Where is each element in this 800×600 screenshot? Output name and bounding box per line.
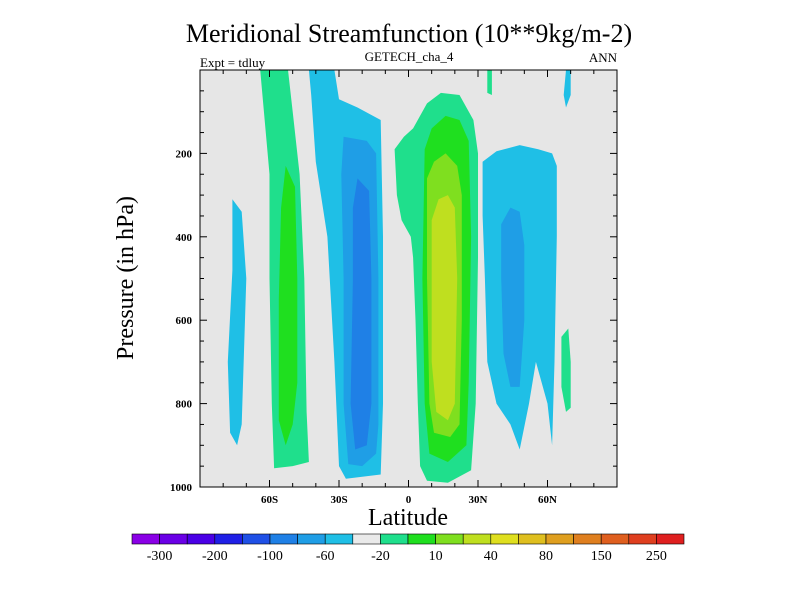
colorbar-swatch — [297, 533, 326, 545]
colorbar-swatch — [518, 533, 547, 545]
x-axis-label: Latitude — [368, 505, 448, 531]
contour-regions — [227, 70, 571, 483]
x-tick-label: 60S — [261, 494, 278, 506]
colorbar-label: -60 — [316, 549, 335, 564]
contour-south-outer-cyan — [227, 199, 247, 446]
colorbar-label: 150 — [591, 549, 612, 564]
contour-south-ferrel-core — [278, 165, 298, 446]
colorbar-label: -300 — [147, 549, 173, 564]
colorbar-label: -20 — [371, 549, 390, 564]
colorbar-swatch — [186, 533, 216, 545]
colorbar-swatch — [656, 533, 685, 545]
contour-north-hadley-core — [431, 195, 458, 421]
x-tick-label: 30S — [330, 494, 347, 506]
colorbar-label: 80 — [539, 549, 553, 564]
contour-north-pole-cyan-thin — [563, 70, 571, 108]
y-tick-label: 600 — [176, 315, 193, 327]
experiment-label: Expt = tdluy — [200, 55, 266, 70]
y-axis-label: Pressure (in hPa) — [113, 196, 139, 360]
colorbar-label: 250 — [646, 549, 667, 564]
y-tick-label: 1000 — [170, 482, 193, 494]
colorbar-swatch — [435, 533, 464, 545]
y-tick-label: 200 — [176, 148, 193, 160]
colorbar-label: 40 — [484, 549, 498, 564]
colorbar-swatch — [628, 533, 657, 545]
contour-south-hadley-core — [350, 178, 372, 450]
colorbar: -300 -200 -100 -60 -20 10 40 80 150 250 — [131, 533, 685, 564]
colorbar-label: -100 — [257, 549, 283, 564]
x-tick-label: 60N — [538, 494, 557, 506]
colorbar-label: -200 — [202, 549, 228, 564]
contour-north-pole-green-thin — [487, 70, 492, 95]
colorbar-swatch — [380, 533, 409, 545]
colorbar-swatch — [545, 533, 574, 545]
y-tick-label: 800 — [176, 399, 193, 411]
colorbar-swatch — [214, 533, 243, 545]
colorbar-swatch — [242, 533, 271, 545]
colorbar-swatch — [324, 533, 354, 545]
contour-north-outer-green — [561, 328, 571, 412]
season-label: ANN — [589, 50, 618, 65]
chart-title: Meridional Streamfunction (10**9kg/m-2) — [186, 19, 632, 48]
colorbar-swatch — [600, 533, 630, 545]
colorbar-swatch — [573, 533, 602, 545]
colorbar-swatch — [269, 533, 298, 545]
chart-subtitle: GETECH_cha_4 — [365, 49, 454, 64]
x-tick-label: 0 — [406, 494, 412, 506]
colorbar-label: 10 — [429, 549, 443, 564]
contour-north-ferrel-mid — [501, 207, 525, 387]
colorbar-swatch — [407, 533, 436, 545]
x-tick-label: 30N — [469, 494, 488, 506]
colorbar-swatch — [352, 533, 381, 545]
colorbar-swatch — [490, 533, 519, 545]
y-tick-label: 400 — [176, 232, 193, 244]
plot-area: 200 400 600 800 1000 60S 30S 0 30N 60N — [170, 69, 618, 506]
colorbar-swatch — [462, 533, 492, 545]
colorbar-swatch — [131, 533, 160, 545]
colorbar-swatch — [159, 533, 188, 545]
